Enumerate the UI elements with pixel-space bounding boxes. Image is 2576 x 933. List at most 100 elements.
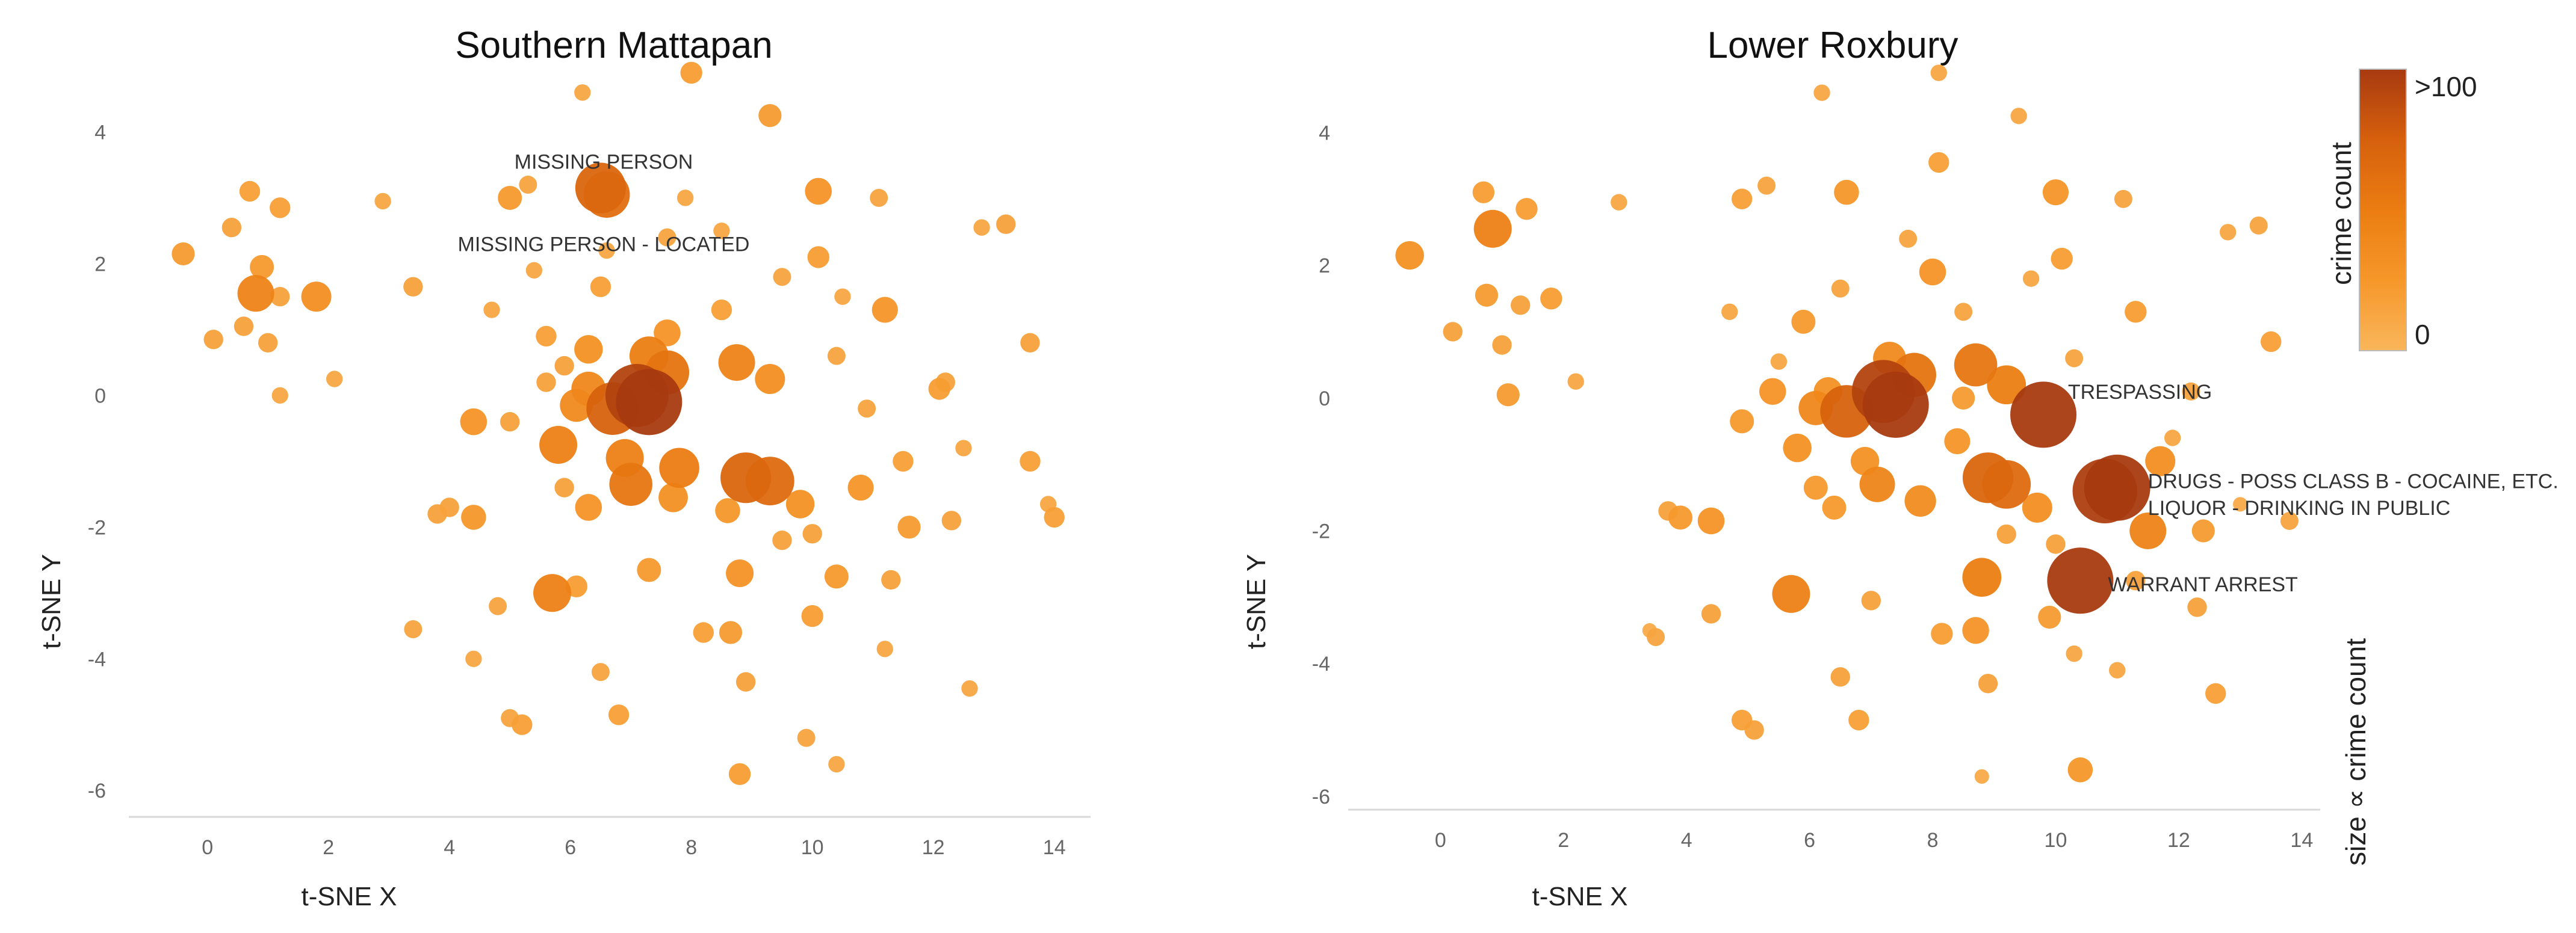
data-point: [1511, 295, 1531, 315]
annotations: MISSING PERSON MISSING PERSON - LOCATED: [458, 151, 750, 256]
data-point: [460, 408, 488, 436]
y-tick-label: -4: [88, 648, 106, 671]
data-point: [608, 704, 630, 725]
data-point: [1721, 303, 1738, 321]
data-point: [461, 505, 486, 530]
x-tick-label: 12: [922, 836, 945, 859]
data-point: [2125, 301, 2147, 323]
data-point: [591, 663, 610, 682]
data-point: [1848, 709, 1869, 731]
data-point: [489, 597, 507, 615]
data-point: [1830, 667, 1850, 687]
data-point: [1962, 617, 1989, 644]
data-point: [680, 61, 702, 84]
data-point: [720, 452, 772, 503]
data-point: [1701, 604, 1721, 624]
data-point: [1492, 335, 1512, 355]
data-points: [172, 61, 1065, 786]
data-point: [1443, 322, 1463, 342]
data-point: [773, 268, 791, 286]
y-axis-title: t-SNE Y: [37, 554, 66, 649]
data-point: [996, 214, 1016, 234]
annotation-label: MISSING PERSON: [515, 151, 693, 174]
data-point: [658, 228, 677, 247]
x-tick-label: 2: [323, 836, 334, 859]
x-tick-label: 0: [1435, 829, 1446, 852]
data-point: [1974, 769, 1989, 784]
data-point: [801, 605, 823, 627]
x-tick-label: 10: [801, 836, 824, 859]
data-point: [726, 559, 754, 587]
data-point: [1473, 209, 1512, 248]
data-point: [1813, 84, 1830, 101]
data-point: [1731, 709, 1753, 731]
data-point: [1730, 409, 1754, 434]
data-point: [1899, 229, 1918, 248]
data-point: [374, 192, 391, 210]
data-point: [2182, 382, 2200, 401]
data-point: [2066, 645, 2082, 662]
data-point: [519, 176, 537, 194]
annotation-label: MISSING PERSON - LOCATED: [458, 233, 750, 256]
data-point: [719, 621, 743, 644]
x-tick-label: 6: [1804, 829, 1815, 852]
data-point: [1472, 181, 1495, 203]
y-tick-label: 2: [94, 253, 106, 276]
y-tick-label: -6: [1312, 786, 1330, 808]
data-point: [1783, 433, 1812, 463]
data-point: [785, 490, 815, 519]
data-point: [805, 177, 832, 205]
data-point: [575, 494, 602, 521]
data-point: [574, 84, 591, 101]
data-point: [404, 620, 423, 638]
x-tick-label: 10: [2045, 829, 2067, 852]
y-tick-label: -6: [88, 780, 106, 802]
data-point: [1803, 475, 1828, 500]
data-point: [1928, 152, 1949, 173]
x-tick-label: 14: [1043, 836, 1066, 859]
data-point: [221, 218, 242, 238]
x-tick-labels: 0 2 4 6 8 10 12 14: [202, 836, 1065, 859]
data-point: [1944, 428, 1971, 455]
x-tick-label: 2: [1558, 829, 1569, 852]
data-point: [2233, 497, 2248, 512]
y-tick-label: -2: [88, 516, 106, 539]
data-point: [2280, 511, 2299, 530]
x-tick-label: 8: [686, 836, 697, 859]
colorbar-title: crime count: [2326, 142, 2357, 285]
y-tick-label: -2: [1312, 520, 1330, 543]
data-point: [203, 330, 223, 349]
data-point: [574, 335, 603, 364]
data-point: [539, 425, 578, 464]
data-point: [1962, 558, 2002, 597]
annotation-label: DRUGS - POSS CLASS B - COCAINE, ETC.: [2148, 470, 2559, 493]
chart-title: Southern Mattapan: [455, 25, 772, 66]
data-point: [711, 299, 732, 321]
data-point: [1954, 343, 1998, 387]
x-axis-title: t-SNE X: [1532, 882, 1628, 911]
data-point: [834, 288, 851, 305]
data-point: [554, 356, 574, 376]
data-point: [1496, 383, 1520, 407]
data-point: [533, 574, 572, 612]
y-tick-label: 0: [1319, 387, 1330, 410]
data-point: [718, 344, 755, 381]
data-point: [881, 570, 901, 590]
data-point: [1611, 194, 1627, 211]
data-point: [403, 277, 423, 297]
data-point: [828, 756, 845, 773]
data-point: [498, 185, 522, 210]
y-tick-label: 0: [94, 384, 106, 407]
annotation-label: WARRANT ARREST: [2108, 573, 2297, 596]
data-point: [525, 262, 543, 279]
x-tick-label: 14: [2290, 829, 2313, 852]
y-tick-labels: 4 2 0 -2 -4 -6: [88, 121, 106, 802]
data-point: [802, 524, 822, 544]
data-point: [2191, 519, 2215, 543]
x-tick-labels: 0 2 4 6 8 10 12 14: [1435, 829, 2313, 852]
data-point: [872, 297, 898, 323]
data-point: [2129, 513, 2167, 549]
data-point: [239, 180, 261, 202]
data-point: [1834, 179, 1859, 205]
